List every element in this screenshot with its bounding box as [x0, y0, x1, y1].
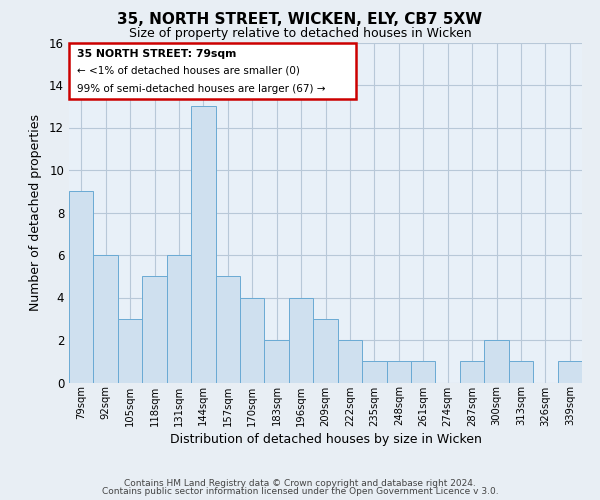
Bar: [142, 276, 167, 382]
Bar: [386, 361, 411, 382]
Bar: [191, 106, 215, 382]
Text: Contains HM Land Registry data © Crown copyright and database right 2024.: Contains HM Land Registry data © Crown c…: [124, 478, 476, 488]
Bar: [313, 319, 338, 382]
Bar: [362, 361, 386, 382]
FancyBboxPatch shape: [69, 42, 356, 98]
Bar: [240, 298, 265, 382]
Bar: [94, 255, 118, 382]
Bar: [118, 319, 142, 382]
Bar: [557, 361, 582, 382]
Text: 99% of semi-detached houses are larger (67) →: 99% of semi-detached houses are larger (…: [77, 84, 325, 94]
Text: 35 NORTH STREET: 79sqm: 35 NORTH STREET: 79sqm: [77, 48, 236, 58]
Bar: [167, 255, 191, 382]
Bar: [509, 361, 533, 382]
Y-axis label: Number of detached properties: Number of detached properties: [29, 114, 42, 311]
Bar: [215, 276, 240, 382]
Bar: [411, 361, 436, 382]
Bar: [338, 340, 362, 382]
Bar: [484, 340, 509, 382]
Text: 35, NORTH STREET, WICKEN, ELY, CB7 5XW: 35, NORTH STREET, WICKEN, ELY, CB7 5XW: [118, 12, 482, 28]
Text: Size of property relative to detached houses in Wicken: Size of property relative to detached ho…: [128, 28, 472, 40]
Text: Contains public sector information licensed under the Open Government Licence v : Contains public sector information licen…: [101, 487, 499, 496]
Bar: [265, 340, 289, 382]
Bar: [69, 191, 94, 382]
Bar: [289, 298, 313, 382]
Bar: [460, 361, 484, 382]
Text: ← <1% of detached houses are smaller (0): ← <1% of detached houses are smaller (0): [77, 66, 299, 76]
X-axis label: Distribution of detached houses by size in Wicken: Distribution of detached houses by size …: [170, 432, 481, 446]
